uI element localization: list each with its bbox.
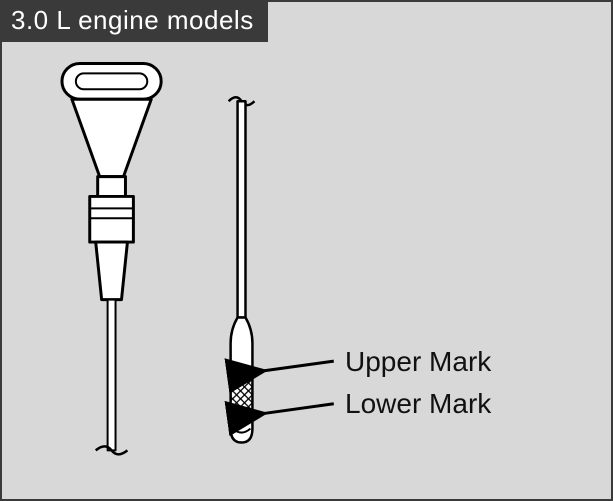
arrow-lower-mark — [262, 404, 333, 414]
diagram-frame: 3.0 L engine models — [0, 0, 613, 501]
label-upper-mark: Upper Mark — [345, 346, 491, 378]
dipstick-handle — [62, 64, 161, 455]
arrow-upper-mark — [262, 361, 333, 371]
label-lower-mark: Lower Mark — [345, 388, 491, 420]
callout-arrows — [262, 361, 333, 414]
dipstick-diagram — [2, 2, 611, 499]
dipstick-tip — [229, 97, 255, 442]
